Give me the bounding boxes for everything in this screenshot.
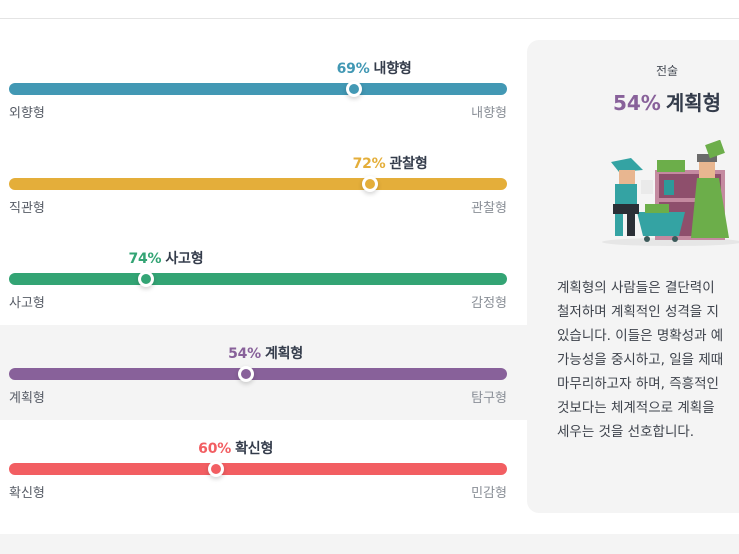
panel-category: 전술 [655,64,679,78]
trait-left-label: 외향형 [9,106,45,121]
description-line: 것보다는 체계적으로 계획을 [557,400,715,416]
trait-left-label: 사고형 [9,296,45,311]
trait-right-label: 탐구형 [471,391,507,406]
trait-slider-knob[interactable] [237,366,254,382]
trait-percent: 60% [198,441,232,457]
trait-right-label: 감정형 [471,296,507,311]
trait-slider-knob[interactable] [362,176,379,192]
trait-right-label: 관찰형 [471,201,507,216]
trait-type: 계획형 [264,346,304,362]
trait-row-identity: 60% 확신형 확신형 민감형 [0,420,527,515]
trait-percent: 69% [336,61,370,77]
trait-row-mind: 72% 관찰형 직관형 관찰형 [0,135,527,230]
trait-type: 사고형 [165,251,204,267]
trait-type: 확신형 [235,441,274,457]
trait-scales: 69% 내향형 외향형 내향형 72% 관찰형 직관형 관찰형 74% 사고형 사고형… [0,40,527,515]
trait-row-energy: 69% 내향형 외향형 내향형 [0,40,527,135]
panel-type: 계획형 [665,91,722,115]
trait-bar [9,463,507,475]
description-line: 철저하며 계획적인 성격을 지 [557,304,719,320]
trait-slider-knob[interactable] [346,81,363,97]
trait-result-label: 60% 확신형 [198,438,273,458]
trait-left-label: 계획형 [9,391,45,406]
description-line: 마무리하고자 하며, 즉흥적인 [557,376,719,392]
trait-right-label: 내향형 [471,106,507,121]
trait-result-label: 69% 내향형 [337,58,412,78]
trait-right-label: 민감형 [471,486,507,501]
panel-percent: 54% [612,91,661,115]
description-line: 가능성을 중시하고, 일을 제때 [557,352,724,368]
trait-result-label: 54% 계획형 [228,343,303,363]
trait-detail-panel: 전술 54% 계획형 계획형의 사람들은 결단력이 철저하며 계획적인 성격을 지 [527,40,739,513]
panel-description: 계획형의 사람들은 결단력이 철저하며 계획적인 성격을 지 있습니다. 이들은… [557,276,739,444]
trait-slider-knob[interactable] [137,271,154,287]
header-divider [0,18,739,19]
trait-bar [9,83,507,95]
trait-result-label: 72% 관찰형 [353,153,428,173]
trait-type: 관찰형 [389,156,428,172]
trait-slider-knob[interactable] [207,461,224,477]
trait-bar [9,368,507,380]
trait-result-label: 74% 사고형 [128,248,203,268]
description-line: 있습니다. 이들은 명확성과 예 [557,328,724,344]
trait-row-nature: 74% 사고형 사고형 감정형 [0,230,527,325]
trait-percent: 54% [228,346,261,362]
trait-left-label: 직관형 [9,201,45,216]
trait-percent: 72% [352,156,386,172]
trait-row-tactics[interactable]: 54% 계획형 계획형 탐구형 [0,325,527,420]
trait-type: 내향형 [373,61,412,77]
panel-title: 54% 계획형 [527,87,739,116]
trait-bar [9,178,507,190]
planner-shopping-illustration [602,140,739,246]
trait-bar [9,273,507,285]
trait-left-label: 확신형 [9,486,45,501]
description-line: 세우는 것을 선호합니다. [557,424,695,440]
description-line: 계획형의 사람들은 결단력이 [557,280,715,296]
trait-percent: 74% [128,251,162,267]
bottom-section-divider [0,534,739,554]
